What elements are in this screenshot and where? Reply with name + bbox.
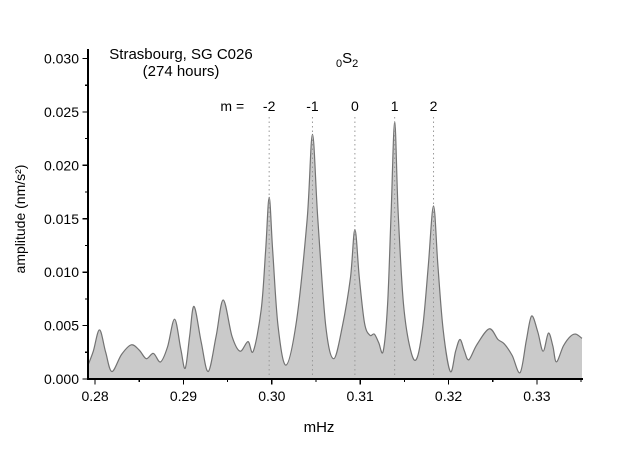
plot-title-line1: Strasbourg, SG C026 <box>109 46 253 63</box>
y-axis-title: amplitude (nm/s²) <box>12 164 28 274</box>
x-tick-label: 0.31 <box>347 388 374 404</box>
plot-title-line2: (274 hours) <box>142 63 220 80</box>
x-tick-label: 0.30 <box>258 388 285 404</box>
y-tick-label: 0.010 <box>44 264 79 280</box>
mode-label: 0S2 <box>336 50 358 70</box>
mode-label-letter: S <box>342 50 353 67</box>
y-tick-label: 0.015 <box>44 211 79 227</box>
x-tick-label: 0.28 <box>81 388 108 404</box>
spectrum-area <box>88 121 582 379</box>
mode-label-postsub: 2 <box>352 58 359 70</box>
m-value-label: 2 <box>430 98 438 114</box>
y-tick-label: 0.000 <box>44 371 79 387</box>
x-axis-title: mHz <box>303 419 335 436</box>
m-annotation-prefix: m = <box>220 98 244 114</box>
spectrum-outline <box>87 120 583 374</box>
mode-label-presub: 0 <box>336 58 343 70</box>
y-tick-label: 0.030 <box>44 51 79 67</box>
m-value-label: -2 <box>263 98 276 114</box>
x-tick-label: 0.29 <box>170 388 197 404</box>
x-tick-label: 0.33 <box>523 388 550 404</box>
y-tick-label: 0.005 <box>44 318 79 334</box>
y-tick-label: 0.025 <box>44 104 79 120</box>
x-tick-label: 0.32 <box>435 388 462 404</box>
m-value-label: 1 <box>391 98 399 114</box>
plot-title: Strasbourg, SG C026 (274 hours) <box>90 46 272 80</box>
m-value-label: -1 <box>306 98 319 114</box>
m-value-label: 0 <box>351 98 359 114</box>
y-tick-label: 0.020 <box>44 157 79 173</box>
